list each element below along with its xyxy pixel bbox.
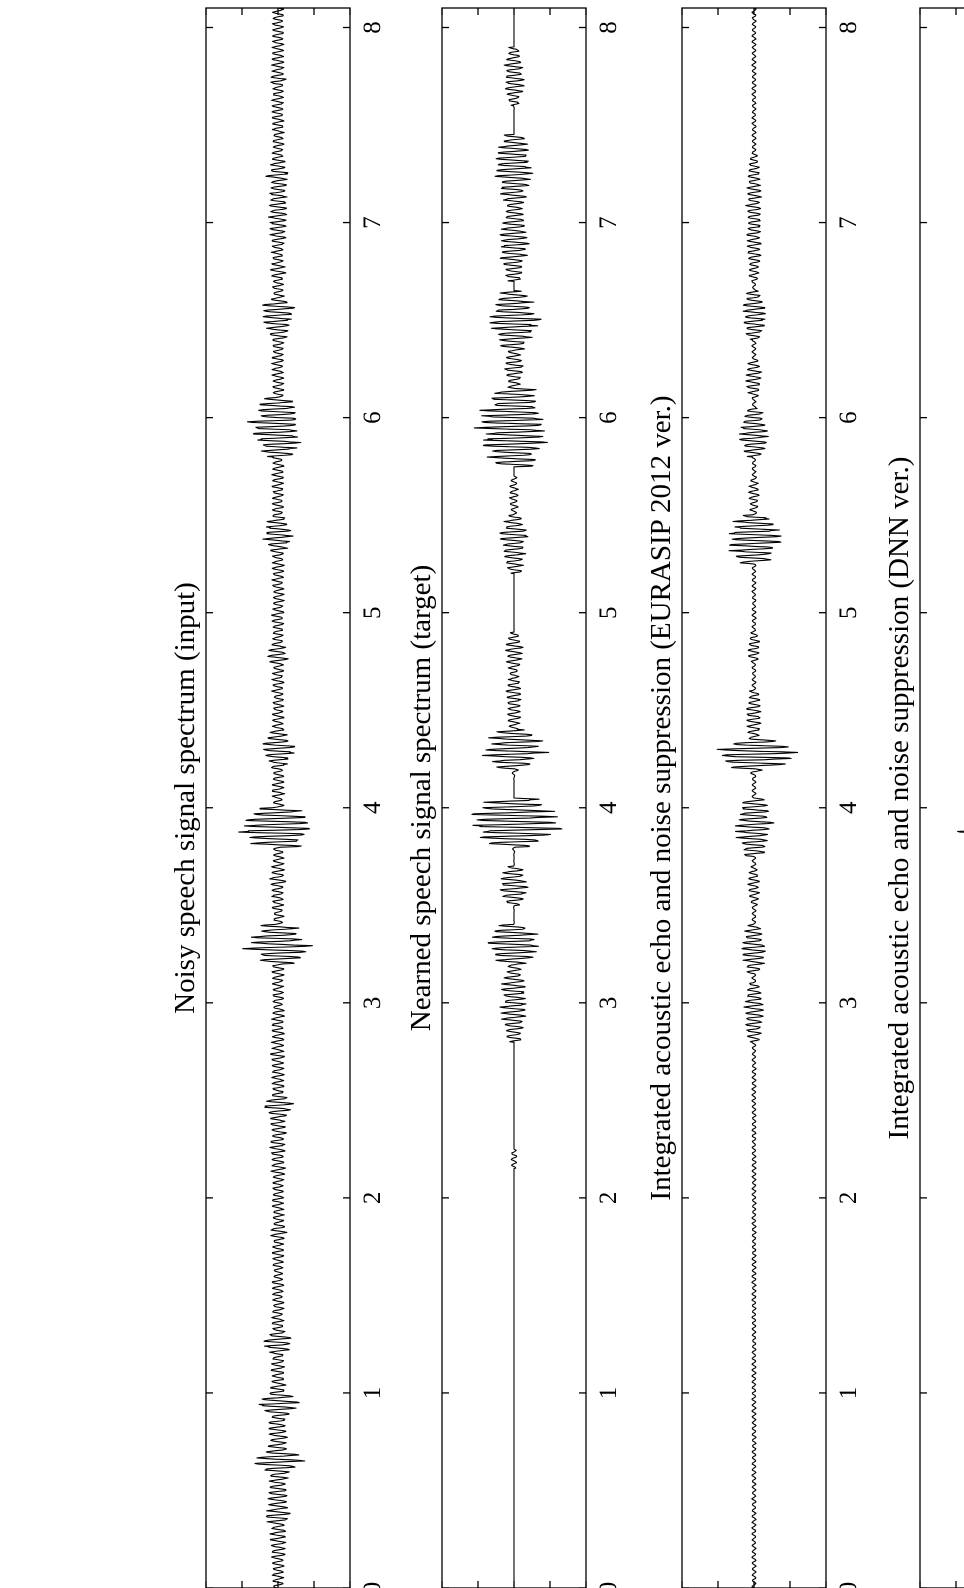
x-tick-label: 1 — [595, 1387, 622, 1400]
chart-title-2: Nearned speech signal spectrum (target) — [405, 565, 437, 1032]
chart-panel-1: Noisy speech signal spectrum (input) 0 1 2 3… — [169, 8, 386, 1588]
x-tick-label: 4 — [359, 801, 386, 814]
x-tick-label: 4 — [835, 801, 862, 814]
waveform-series — [239, 8, 313, 1588]
x-tick-label: 6 — [595, 411, 622, 424]
x-tick-label: 7 — [835, 216, 862, 229]
x-tick-label: 5 — [835, 606, 862, 619]
chart-title-1: Noisy speech signal spectrum (input) — [169, 582, 201, 1014]
x-tick-label: 6 — [359, 411, 386, 424]
waveform-series — [958, 8, 964, 1588]
x-tick-label: 6 — [835, 411, 862, 424]
x-tick-label: 7 — [595, 216, 622, 229]
x-tick-label: 5 — [359, 606, 386, 619]
x-tick-label: 1 — [359, 1387, 386, 1400]
x-tick-label: 8 — [595, 21, 622, 34]
x-tick-label: 1 — [835, 1387, 862, 1400]
chart-title-4: Integrated acoustic echo and noise suppr… — [883, 457, 915, 1140]
x-tick-label: 0 — [835, 1582, 862, 1588]
waveform-series — [472, 8, 562, 1588]
chart-title-3: Integrated acoustic echo and noise suppr… — [645, 395, 677, 1200]
chart-panel-3: Integrated acoustic echo and noise suppr… — [645, 8, 862, 1588]
chart-panel-4: Integrated acoustic echo and noise suppr… — [883, 8, 964, 1588]
x-tick-label: 5 — [595, 606, 622, 619]
x-tick-label: 0 — [359, 1582, 386, 1588]
x-tick-label: 2 — [359, 1192, 386, 1205]
x-tick-label: 3 — [359, 997, 386, 1010]
x-tick-label: 2 — [595, 1192, 622, 1205]
x-tick-label: 3 — [595, 997, 622, 1010]
x-tick-label: 8 — [359, 21, 386, 34]
waveform-series — [717, 8, 797, 1588]
plot-frame — [920, 8, 964, 1588]
x-tick-label: 7 — [359, 216, 386, 229]
x-tick-label: 4 — [595, 801, 622, 814]
chart-panel-2: Nearned speech signal spectrum (target) 0… — [405, 8, 622, 1588]
x-tick-label: 0 — [595, 1582, 622, 1588]
x-tick-label: 2 — [835, 1192, 862, 1205]
x-tick-label: 8 — [835, 21, 862, 34]
x-tick-label: 3 — [835, 997, 862, 1010]
